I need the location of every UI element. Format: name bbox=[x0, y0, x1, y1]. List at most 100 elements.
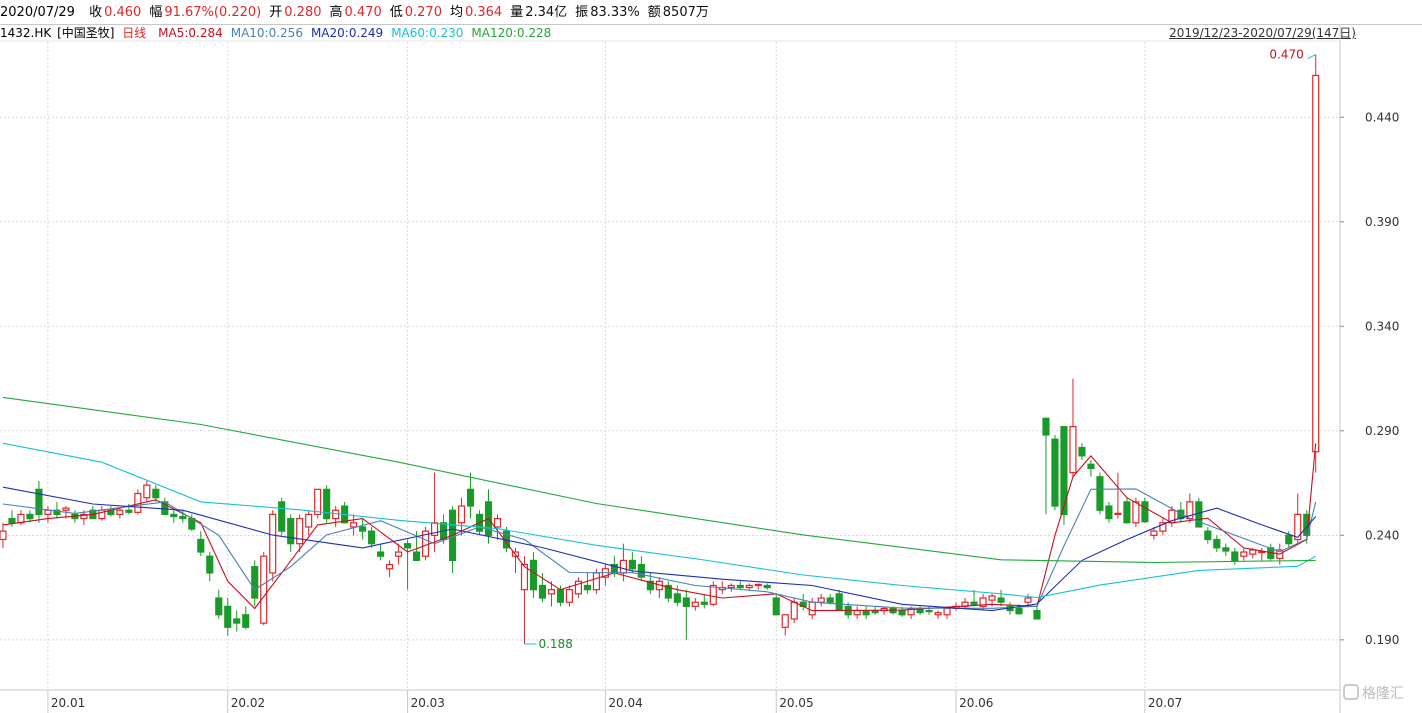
candle-body bbox=[206, 555, 214, 574]
x-tick-label: 20.05 bbox=[779, 696, 813, 710]
candle-body bbox=[1204, 530, 1212, 541]
candle-body bbox=[1024, 597, 1032, 603]
annotation-line bbox=[1307, 54, 1316, 59]
y-tick-label: 0.240 bbox=[1365, 528, 1399, 542]
watermark: 格隆汇 bbox=[1362, 686, 1404, 702]
candle-body bbox=[691, 601, 699, 607]
candle-body bbox=[395, 551, 403, 557]
candle-body bbox=[377, 551, 385, 557]
candle-body bbox=[332, 509, 340, 520]
legend-entry: MA20:0.249 bbox=[310, 26, 384, 40]
date: 2020/07/29 bbox=[0, 5, 75, 20]
candle-body bbox=[628, 559, 636, 570]
field-label: 均 bbox=[449, 5, 463, 20]
candle-body bbox=[1105, 505, 1113, 520]
candle-body bbox=[970, 601, 978, 605]
candle-body bbox=[925, 609, 933, 613]
candle-body bbox=[673, 593, 681, 603]
candle-body bbox=[53, 509, 61, 516]
field-value: 0.270 bbox=[404, 5, 442, 20]
y-tick-label: 0.390 bbox=[1365, 215, 1399, 229]
x-tick-label: 20.07 bbox=[1148, 696, 1182, 710]
y-tick-label: 0.440 bbox=[1365, 110, 1399, 124]
watermark-icon bbox=[1343, 684, 1359, 700]
candle-body bbox=[547, 589, 556, 595]
candle-body bbox=[790, 601, 798, 620]
stock-name: [中国圣牧] bbox=[57, 26, 115, 40]
candle-body bbox=[116, 509, 124, 516]
date-range[interactable]: 2019/12/23-2020/07/29(147日) bbox=[1169, 26, 1356, 40]
candle-body bbox=[826, 597, 834, 603]
candle-body bbox=[736, 584, 744, 589]
field-value: 0.280 bbox=[284, 5, 322, 20]
candle-body bbox=[1294, 513, 1302, 541]
candle-body bbox=[0, 530, 7, 541]
y-tick-label: 0.340 bbox=[1365, 319, 1399, 333]
candle-body bbox=[1240, 551, 1248, 557]
candle-body bbox=[26, 513, 34, 520]
ma-line bbox=[2, 486, 1317, 612]
field-value: 2.34亿 bbox=[525, 5, 568, 20]
field-value: 83.33% bbox=[590, 5, 640, 20]
field-label: 量 bbox=[510, 5, 524, 20]
candle-body bbox=[934, 612, 942, 616]
candle-body bbox=[287, 517, 295, 545]
candle-body bbox=[170, 513, 178, 518]
candle-body bbox=[179, 515, 187, 520]
field-value: 0.470 bbox=[344, 5, 382, 20]
candle-body bbox=[1060, 426, 1068, 516]
period: 日线 bbox=[122, 26, 147, 40]
candle-body bbox=[305, 513, 313, 528]
stock-code: 1432.HK bbox=[0, 26, 52, 40]
candle-body bbox=[1069, 426, 1077, 474]
candle-body bbox=[1159, 522, 1167, 532]
field-label: 额 bbox=[647, 5, 661, 20]
quote-header: 2020/07/29 收 0.460 幅 91.67%(0.220) 开 0.280 高 0.… bbox=[0, 0, 1422, 25]
ma-line bbox=[2, 396, 1316, 564]
candle-body bbox=[1033, 609, 1041, 620]
candle-body bbox=[260, 555, 268, 624]
candle-body bbox=[1195, 501, 1203, 528]
legend-entry: MA10:0.256 bbox=[230, 26, 303, 40]
candle-body bbox=[646, 580, 654, 591]
x-tick-label: 20.01 bbox=[51, 696, 85, 710]
candle-body bbox=[979, 597, 987, 607]
candle-body bbox=[835, 593, 843, 612]
annotation-label: 0.470 bbox=[1269, 48, 1303, 62]
field-label: 振 bbox=[575, 5, 589, 20]
candle-body bbox=[619, 559, 627, 574]
field-value: 91.67%(0.220) bbox=[164, 5, 262, 20]
candle-body bbox=[80, 513, 88, 520]
candle-body bbox=[1087, 463, 1095, 470]
candle-body bbox=[1096, 476, 1104, 511]
candle-body bbox=[1051, 438, 1059, 507]
candle-body bbox=[466, 488, 475, 507]
legend-entry: MA60:0.230 bbox=[391, 26, 464, 40]
candle-body bbox=[520, 563, 529, 591]
candle-body bbox=[1114, 512, 1122, 516]
candle-body bbox=[125, 509, 133, 513]
candle-body bbox=[862, 609, 870, 616]
candle-body bbox=[574, 580, 582, 595]
candle-body bbox=[592, 572, 600, 591]
candle-body bbox=[772, 597, 780, 616]
candle-body bbox=[143, 484, 151, 499]
candle-body bbox=[134, 492, 142, 513]
ma-line bbox=[2, 442, 1316, 599]
candle-body bbox=[17, 513, 25, 524]
x-tick-label: 20.03 bbox=[411, 696, 445, 710]
x-tick-label: 20.02 bbox=[231, 696, 265, 710]
candle-body bbox=[637, 563, 645, 578]
field-label: 收 bbox=[89, 5, 103, 20]
candle-body bbox=[278, 501, 286, 532]
candle-body bbox=[1015, 607, 1023, 615]
candle-body bbox=[1042, 417, 1050, 436]
candle-body bbox=[350, 522, 358, 528]
candle-body bbox=[745, 584, 753, 589]
candle-body bbox=[709, 584, 717, 605]
candle-body bbox=[1249, 549, 1257, 555]
candle-body bbox=[700, 601, 708, 605]
candle-body bbox=[763, 584, 771, 589]
ma-line bbox=[2, 443, 1317, 612]
